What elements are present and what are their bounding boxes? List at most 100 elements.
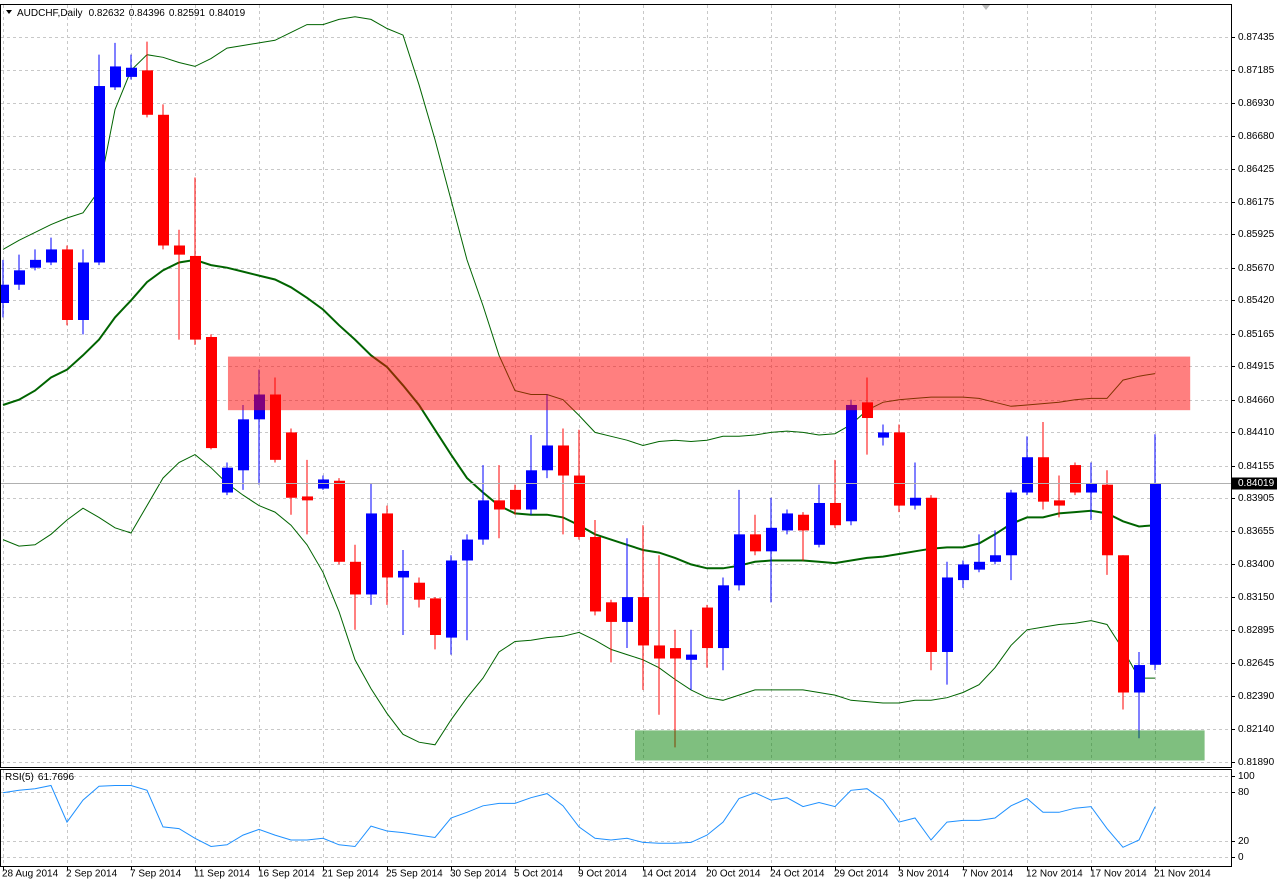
x-tick-label: 21 Sep 2014 [322, 869, 379, 880]
candle-body [78, 262, 89, 320]
menu-triangle[interactable] [6, 10, 12, 14]
y-tick-label: 0.81890 [1238, 757, 1275, 768]
y-tick-label: 0.85925 [1238, 229, 1275, 240]
candle-body [878, 432, 889, 438]
shift-marker [982, 5, 990, 10]
y-tick-label: 0.82645 [1238, 658, 1275, 669]
candle-body [718, 585, 729, 649]
candle-body [494, 500, 505, 510]
candle-body [638, 597, 649, 646]
y-tick-label: 0.84915 [1238, 361, 1275, 372]
candle-body [222, 467, 233, 493]
x-tick-label: 11 Sep 2014 [194, 869, 250, 880]
candle-body [206, 336, 217, 449]
candle-body [238, 419, 249, 471]
candle-body [1022, 457, 1033, 493]
y-tick-label: 0.85420 [1238, 295, 1275, 306]
candle-body [974, 561, 985, 570]
x-tick-label: 2 Sep 2014 [66, 869, 118, 880]
candle-body [1006, 492, 1017, 556]
x-tick-label: 24 Oct 2014 [770, 869, 825, 880]
candle-body [750, 534, 761, 552]
candle-body [1054, 500, 1065, 506]
candle-body [334, 480, 345, 562]
candle-body [350, 561, 361, 595]
y-tick-label: 0.86680 [1238, 131, 1275, 142]
candle-body [894, 432, 905, 506]
x-tick-label: 21 Nov 2014 [1154, 869, 1211, 880]
candle-body [1118, 555, 1129, 693]
candle-body [942, 577, 953, 652]
y-tick-label: 0.82895 [1238, 625, 1275, 636]
rsi-y-tick-label: 0 [1238, 852, 1244, 863]
candle-body [734, 534, 745, 586]
candle-body [382, 513, 393, 578]
candle-body [366, 513, 377, 595]
x-tick-label: 14 Oct 2014 [642, 869, 697, 880]
candle-body [126, 67, 137, 77]
candle-body [94, 86, 105, 263]
candle-body [1102, 484, 1113, 556]
candle-body [0, 284, 9, 304]
candle-body [782, 513, 793, 531]
zone [227, 356, 1191, 411]
chart-header: AUDCHF,Daily 0.82632 0.84396 0.82591 0.84019 [17, 8, 246, 19]
candle-body [46, 249, 57, 263]
candle-body [846, 404, 857, 522]
candle-body [270, 394, 281, 460]
x-tick-label: 29 Oct 2014 [834, 869, 889, 880]
price-tag-label: 0.84019 [1238, 478, 1275, 489]
zone [635, 730, 1205, 761]
main-panel-frame [0, 4, 1232, 768]
candle-body [446, 560, 457, 638]
candle-body [478, 500, 489, 540]
candle-body [702, 607, 713, 649]
y-tick-label: 0.86930 [1238, 98, 1275, 109]
x-tick-label: 17 Nov 2014 [1090, 869, 1147, 880]
header-open: 0.82632 [89, 8, 126, 19]
y-tick-label: 0.82390 [1238, 691, 1275, 702]
rsi-line [2, 784, 1156, 848]
y-tick-label: 0.86175 [1238, 197, 1275, 208]
candle-body [798, 514, 809, 531]
rsi-y-tick-label: 20 [1238, 836, 1250, 847]
header-low: 0.82591 [169, 8, 206, 19]
chart-layer [0, 5, 1231, 866]
x-tick-label: 7 Sep 2014 [130, 869, 182, 880]
x-tick-label: 30 Sep 2014 [450, 869, 507, 880]
rsi-title: RSI(5) [5, 772, 34, 783]
header-high: 0.84396 [129, 8, 166, 19]
x-tick-label: 12 Nov 2014 [1026, 869, 1083, 880]
candle-body [926, 497, 937, 652]
candle-body [542, 445, 553, 471]
candle-body [606, 602, 617, 622]
candle-body [910, 497, 921, 506]
rsi-current: 61.7696 [38, 772, 75, 783]
rsi-y-tick-label: 80 [1238, 787, 1250, 798]
candle-body [686, 654, 697, 660]
candle-body [1086, 483, 1097, 493]
candle-body [414, 582, 425, 600]
y-tick-label: 0.84155 [1238, 461, 1275, 472]
candle-body [142, 70, 153, 115]
band-lower [2, 454, 1155, 746]
chart-title: AUDCHF,Daily [17, 8, 83, 19]
rsi-y-tick-label: 100 [1238, 771, 1255, 782]
candle-body [1150, 483, 1161, 665]
x-tick-label: 7 Nov 2014 [962, 869, 1014, 880]
candle-body [110, 66, 121, 88]
candle-body [462, 539, 473, 561]
candle-body [654, 645, 665, 659]
candle-body [622, 597, 633, 622]
y-tick-label: 0.86425 [1238, 164, 1275, 175]
y-tick-label: 0.83655 [1238, 526, 1275, 537]
candle-body [574, 475, 585, 537]
candle-body [766, 527, 777, 552]
x-tick-label: 20 Oct 2014 [706, 869, 761, 880]
candle-body [1038, 457, 1049, 502]
candle-body [318, 479, 329, 489]
candle-body [14, 270, 25, 285]
candle-body [814, 502, 825, 545]
x-tick-label: 16 Sep 2014 [258, 869, 315, 880]
